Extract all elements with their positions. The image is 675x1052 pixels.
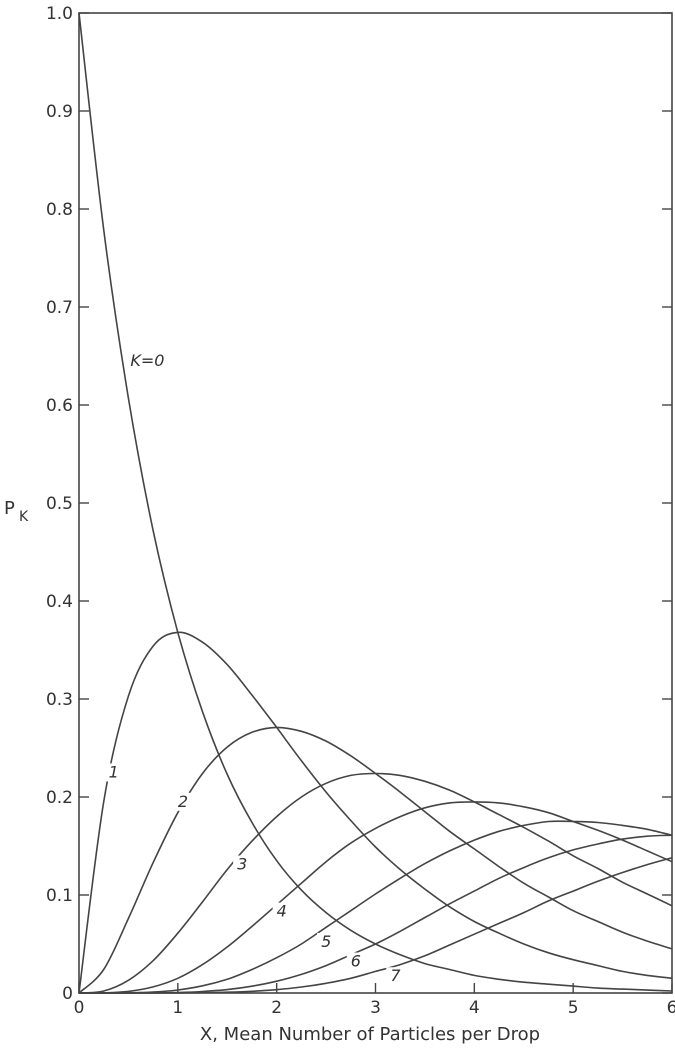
curve-label-bg-k-3 [233,855,252,874]
curve-label-bg-k-4 [272,902,291,921]
y-tick-label: 0.9 [46,102,73,122]
curve-k-3 [78,772,673,994]
y-tick-label: 0.6 [46,396,73,416]
curve-label-bg-k-6 [346,952,365,971]
y-tick-label: 0 [62,984,73,1004]
y-tick-label: 0.2 [46,788,73,808]
curve-k-7 [78,857,673,994]
x-tick-label: 3 [370,998,381,1018]
x-tick-label: 5 [568,998,579,1018]
curve-k-1 [78,631,673,994]
curve-label-k-6: 6 [351,952,361,971]
curve-label-bg-k-5 [317,932,336,951]
y-tick-label: 1.0 [46,4,73,24]
y-axis-title-main: P [4,498,15,519]
curve-label-k-3: 3 [237,855,247,874]
y-tick-label: 0.1 [46,886,73,906]
series-labels: K=0 1 2 3 4 5 6 7 [104,351,405,986]
curve-k-5 [78,820,673,994]
curve-label-bg-k-7 [386,967,405,986]
x-tick-label: 6 [667,998,675,1018]
curve-k-6 [78,834,673,994]
curve-label-k-4: 4 [277,902,287,921]
series-curves [78,12,673,994]
x-tick-label: 4 [469,998,480,1018]
y-tick-label: 0.7 [46,298,73,318]
x-axis-title: X, Mean Number of Particles per Drop [200,1024,540,1045]
y-axis-title-subscript: K [19,509,29,525]
curve-label-k-1: 1 [109,762,119,781]
y-tick-labels: 0 0.1 0.2 0.3 0.4 0.5 0.6 0.7 0.8 0.9 1.0 [46,4,73,1004]
y-tick-label: 0.4 [46,592,73,612]
y-tick-label: 0.8 [46,200,73,220]
x-tick-label: 0 [74,998,85,1018]
curve-label-bg-k-1 [104,763,123,782]
curve-label-k-7: 7 [390,966,401,985]
curve-label-k-2: 2 [178,792,188,811]
curve-label-bg-k-2 [173,792,192,811]
curve-label-k-0: K=0 [130,351,164,370]
y-tick-label: 0.5 [46,494,73,514]
curve-k-0 [78,12,673,992]
curve-label-bg-k-0 [126,351,165,370]
y-tick-label: 0.3 [46,690,73,710]
axis-ticks [78,12,673,994]
x-tick-labels: 0 1 2 3 4 5 6 [74,998,675,1018]
x-tick-label: 2 [271,998,282,1018]
y-axis-title: P K [4,498,29,525]
curve-label-k-5: 5 [321,932,331,951]
x-tick-label: 1 [172,998,183,1018]
